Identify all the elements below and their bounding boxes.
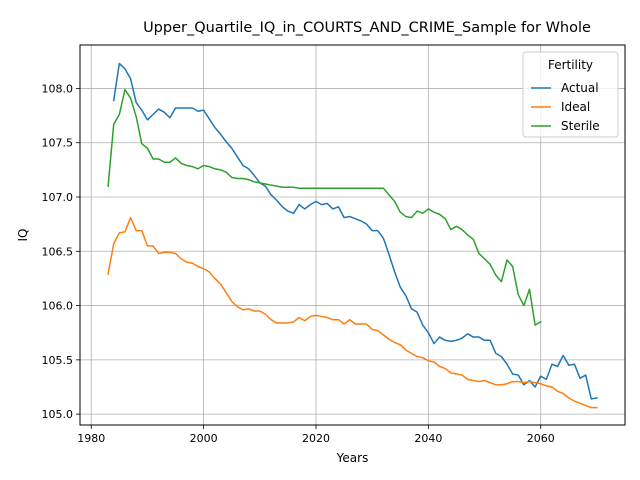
chart-title: Upper_Quartile_IQ_in_COURTS_AND_CRIME_Sa… (143, 20, 591, 36)
y-tick-label: 107.5 (42, 137, 74, 150)
y-tick-label: 105.5 (42, 354, 74, 367)
y-tick-label: 107.0 (42, 191, 74, 204)
legend: Fertility Actual Ideal Sterile (522, 51, 619, 138)
legend-entries: Actual Ideal Sterile (531, 81, 600, 133)
axis-ticks: 1980 2000 2020 2040 2060 105.0 105.5 106.0 106.5… (42, 82, 555, 445)
x-axis-label: Years (336, 451, 369, 465)
series-line-ideal (107, 216, 598, 409)
x-tick-label: 2000 (190, 432, 218, 445)
x-tick-label: 1980 (77, 432, 105, 445)
y-axis-label: IQ (16, 229, 30, 242)
y-tick-label: 106.0 (42, 300, 74, 313)
x-tick-label: 2020 (302, 432, 330, 445)
x-tick-label: 2040 (414, 432, 442, 445)
legend-title: Fertility (548, 58, 593, 72)
y-tick-label: 106.5 (42, 245, 74, 258)
grid (80, 45, 625, 425)
legend-label-actual: Actual (561, 81, 599, 95)
series-lines (107, 62, 598, 409)
legend-label-sterile: Sterile (561, 119, 600, 133)
series-line-sterile (107, 88, 542, 326)
y-tick-label: 105.0 (42, 408, 74, 421)
plot-area-frame (79, 44, 626, 426)
series-line-actual (112, 62, 598, 400)
legend-box (522, 51, 619, 138)
legend-label-ideal: Ideal (561, 100, 590, 114)
x-tick-label: 2060 (527, 432, 555, 445)
y-tick-label: 108.0 (42, 82, 74, 95)
